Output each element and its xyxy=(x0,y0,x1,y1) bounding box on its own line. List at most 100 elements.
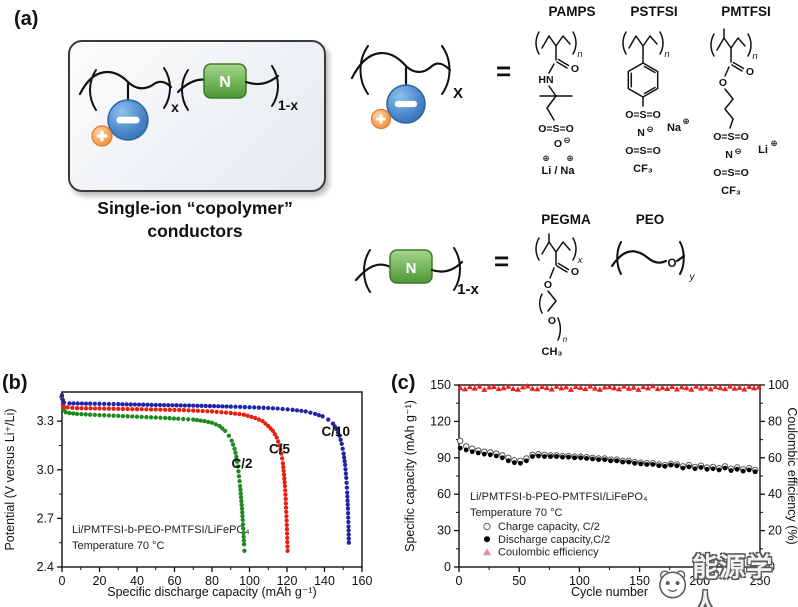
data-point xyxy=(490,383,497,389)
data-point xyxy=(214,409,219,414)
data-point xyxy=(284,518,289,523)
data-point xyxy=(755,384,762,390)
data-point xyxy=(534,386,541,392)
panel-b-label: (b) xyxy=(2,372,28,394)
data-point xyxy=(596,457,602,463)
data-point xyxy=(222,428,228,434)
data-point xyxy=(606,383,613,390)
data-point xyxy=(191,417,196,422)
data-point xyxy=(344,475,349,481)
chart-text: 120 xyxy=(430,414,451,428)
chart-text: 60 xyxy=(768,451,782,465)
data-point xyxy=(625,385,632,391)
chart-text: 3.0 xyxy=(37,463,54,477)
svg-text:O=S=O: O=S=O xyxy=(625,145,661,157)
data-point xyxy=(281,468,286,474)
data-point xyxy=(519,384,526,390)
data-point xyxy=(70,405,75,410)
data-point xyxy=(74,406,80,411)
data-point xyxy=(592,385,599,391)
data-point xyxy=(176,416,181,421)
data-point xyxy=(79,401,85,406)
data-point xyxy=(106,413,112,418)
data-point xyxy=(278,447,283,452)
peo-structure: O y xyxy=(610,241,696,283)
data-point xyxy=(275,406,280,411)
data-point xyxy=(144,414,149,420)
svg-text:Li: Li xyxy=(758,144,768,156)
data-point xyxy=(514,386,521,392)
data-point xyxy=(334,427,339,432)
data-point xyxy=(475,450,481,456)
data-point xyxy=(202,419,207,424)
data-point xyxy=(162,415,168,421)
data-point xyxy=(338,437,343,442)
data-point xyxy=(238,495,244,500)
data-point xyxy=(242,548,247,553)
svg-text:O: O xyxy=(548,315,556,327)
data-point xyxy=(668,462,674,468)
data-point xyxy=(88,406,93,411)
data-point xyxy=(543,384,550,391)
data-point xyxy=(63,410,68,415)
chart-text: Temperature 70 °C xyxy=(470,507,562,519)
data-point xyxy=(457,445,463,451)
data-point xyxy=(167,407,172,412)
data-point xyxy=(241,530,246,536)
chart-text: Temperature 70 °C xyxy=(72,540,164,552)
data-point xyxy=(339,441,344,447)
data-point xyxy=(345,510,351,516)
chart-text: 60 xyxy=(168,574,182,588)
data-point xyxy=(346,528,351,533)
data-point xyxy=(536,453,541,459)
data-point xyxy=(106,401,112,407)
data-point xyxy=(312,411,318,417)
data-point xyxy=(656,463,662,469)
data-point xyxy=(462,386,469,392)
data-point xyxy=(481,386,488,392)
data-point xyxy=(554,454,559,459)
data-point xyxy=(698,465,704,470)
data-point xyxy=(290,407,295,412)
data-point xyxy=(145,402,150,407)
data-point xyxy=(174,403,179,408)
one-minus-x-subscript: 1-x xyxy=(278,97,298,113)
data-point xyxy=(223,410,229,415)
data-point xyxy=(270,406,276,411)
data-point xyxy=(177,407,182,413)
data-point xyxy=(61,404,67,409)
chart-text: 160 xyxy=(352,574,373,588)
data-point xyxy=(539,383,546,390)
watermark: 能源学人 xyxy=(656,547,798,607)
data-point xyxy=(241,542,247,547)
equals-sign-1: = xyxy=(496,56,512,86)
data-point xyxy=(172,407,177,413)
data-point xyxy=(346,515,351,520)
chart-text: 30 xyxy=(437,524,451,538)
svg-text:O: O xyxy=(746,66,754,78)
chart-text: 0 xyxy=(456,574,463,588)
monomer-x-subscript: X xyxy=(453,85,463,102)
data-point xyxy=(181,416,186,422)
data-point xyxy=(182,403,188,408)
data-point xyxy=(493,453,499,459)
panel-a-label: (a) xyxy=(14,8,39,30)
data-point xyxy=(281,464,286,470)
data-point xyxy=(510,385,517,391)
data-point xyxy=(213,422,218,427)
data-point xyxy=(59,393,65,398)
data-point xyxy=(240,510,245,515)
svg-text:Li / Na: Li / Na xyxy=(541,165,575,177)
data-point xyxy=(285,548,290,553)
data-point xyxy=(476,383,483,389)
data-point xyxy=(162,407,168,412)
data-point xyxy=(65,405,70,410)
chart-text: Coulombic efficiency (%) xyxy=(785,407,798,544)
svg-text:CF₃: CF₃ xyxy=(721,185,741,197)
chart-text: Specific capacity (mAh g⁻¹) xyxy=(403,400,417,552)
data-point xyxy=(252,405,257,410)
data-point xyxy=(240,522,246,527)
data-point xyxy=(238,487,243,492)
discharge-voltage-chart: 0 20 40 60 80 100 120 140 160 2.4 2.7 3.0 3.3 Specifi… xyxy=(3,391,373,599)
data-point xyxy=(132,402,138,407)
